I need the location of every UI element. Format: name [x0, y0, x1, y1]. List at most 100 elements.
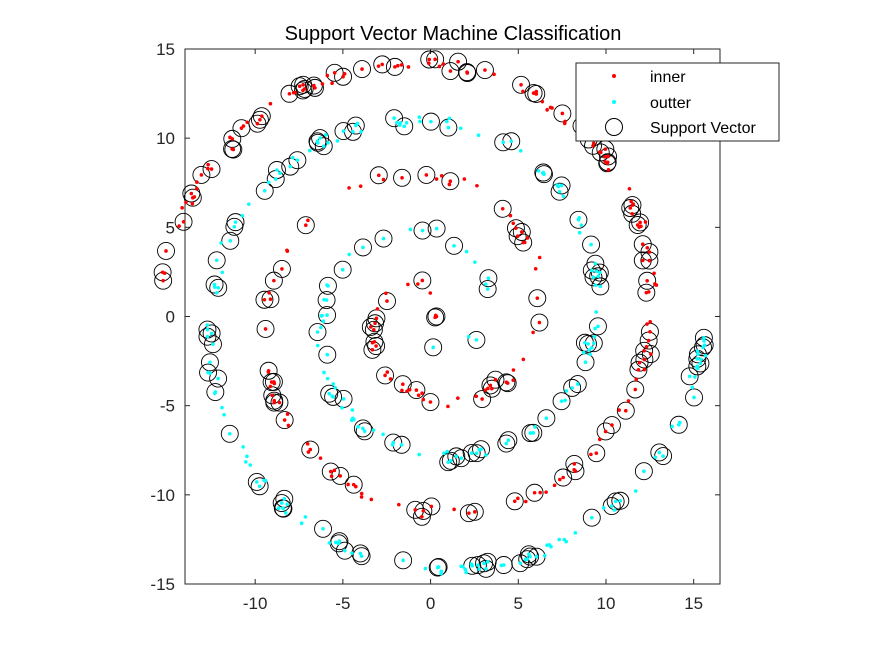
outter-point — [594, 310, 598, 314]
legend-label-inner: inner — [650, 69, 686, 86]
support-vector-point — [554, 468, 573, 487]
outter-point — [285, 502, 289, 506]
y-axis: -15 -10 -5 0 5 10 15 — [150, 40, 720, 594]
y-tick-label: -15 — [150, 575, 175, 594]
support-vector-point — [259, 361, 278, 380]
inner-point — [393, 65, 397, 69]
support-vector-point — [272, 494, 291, 512]
inner-point — [511, 221, 516, 226]
outter-point — [353, 123, 358, 128]
outter-point — [347, 252, 351, 257]
outter-point — [598, 270, 602, 275]
support-vector-point — [261, 290, 280, 309]
support-vector-point — [499, 431, 518, 450]
support-vector-point — [650, 443, 669, 462]
outter-point — [459, 456, 464, 460]
outter-point — [273, 177, 278, 181]
inner-point — [329, 474, 334, 479]
outter-point — [435, 565, 440, 570]
support-vector-point — [478, 280, 497, 299]
inner-point — [400, 388, 404, 393]
outter-point — [563, 398, 567, 403]
support-vector-point — [202, 324, 221, 343]
y-tick-label: -10 — [150, 486, 175, 505]
outter-point — [321, 319, 325, 324]
inner-point — [346, 482, 350, 487]
outter-point — [381, 236, 386, 241]
outter-point — [601, 506, 606, 510]
support-vector-point — [525, 483, 544, 502]
inner-point — [505, 381, 510, 385]
legend: inner outter Support Vector — [575, 62, 780, 142]
support-vector-point — [467, 330, 486, 349]
outter-point — [445, 449, 449, 454]
inner-point — [483, 388, 488, 392]
support-vector-point — [524, 84, 543, 103]
support-vector-point — [376, 366, 395, 385]
outter-point — [695, 357, 700, 361]
outter-point — [464, 249, 469, 254]
support-vector-point — [426, 308, 445, 327]
outter-point — [484, 567, 488, 571]
outter-point — [220, 405, 224, 410]
outter-point — [245, 454, 249, 459]
outter-point — [333, 385, 338, 390]
inner-point — [441, 62, 446, 66]
support-vector-point — [226, 213, 245, 232]
outter-point — [581, 350, 586, 355]
inner-point — [630, 211, 634, 216]
outter-point — [222, 412, 226, 417]
outter-point — [657, 450, 662, 455]
outter-point — [592, 341, 596, 345]
support-vector-point — [344, 475, 363, 494]
inner-point — [525, 236, 530, 240]
inner-point — [648, 319, 653, 324]
inner-point — [537, 320, 542, 325]
support-vector-point — [441, 172, 460, 191]
inner-point — [594, 451, 599, 455]
inner-point — [434, 314, 439, 319]
support-vector-point — [385, 57, 404, 76]
inner-point — [372, 328, 376, 332]
inner-point — [645, 322, 649, 326]
inner-point — [433, 57, 437, 62]
inner-point — [563, 119, 567, 124]
support-vector-point — [631, 213, 650, 232]
outter-point — [283, 511, 288, 515]
support-vector-point — [262, 373, 281, 392]
support-vector-point — [301, 440, 320, 459]
support-vector-point — [582, 235, 601, 254]
outter-point — [442, 451, 446, 456]
support-vector-point — [427, 307, 446, 326]
inner-point — [272, 278, 276, 283]
inner-point — [486, 386, 490, 391]
inner-point — [189, 191, 194, 196]
outter-point — [262, 478, 266, 483]
inner-point — [467, 511, 471, 515]
support-vector-point — [512, 223, 531, 241]
support-vector-point — [250, 110, 269, 129]
support-vector-point — [579, 334, 597, 353]
inner-point — [589, 452, 593, 457]
outter-point — [587, 348, 591, 352]
support-vector-point — [486, 370, 505, 389]
inner-point — [286, 423, 291, 428]
inner-point — [591, 141, 596, 146]
outter-point — [703, 353, 708, 358]
outter-point — [579, 223, 584, 227]
support-vector-point — [569, 210, 588, 229]
outter-point — [613, 499, 618, 504]
inner-point — [262, 297, 267, 302]
support-vector-point — [365, 332, 384, 351]
outter-point — [318, 136, 322, 140]
inner-point — [480, 397, 484, 401]
legend-label-support-vector: Support Vector — [650, 120, 757, 137]
support-vector-point — [192, 165, 211, 184]
outter-point — [341, 129, 346, 133]
inner-point — [313, 86, 317, 90]
outter-point — [276, 506, 281, 510]
inner-point — [381, 177, 386, 182]
outter-point — [531, 431, 536, 435]
outter-point — [687, 374, 692, 379]
inner-point — [162, 271, 167, 275]
